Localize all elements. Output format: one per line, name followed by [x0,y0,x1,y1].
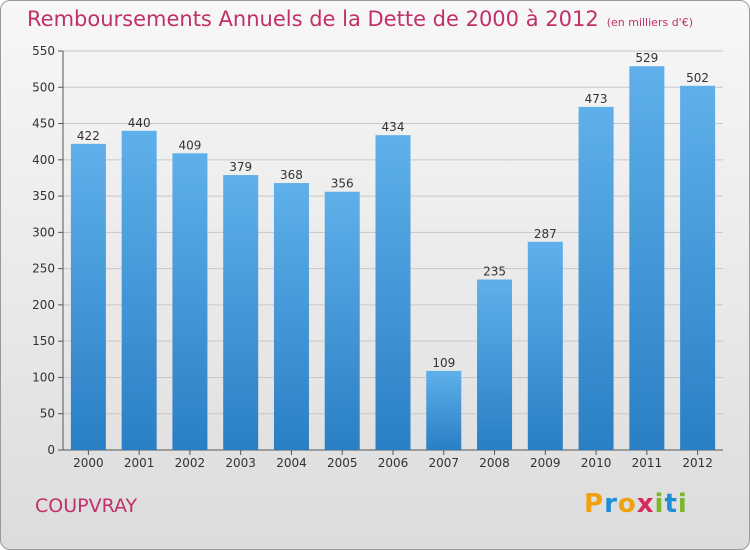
x-tick-label: 2003 [225,456,256,470]
bar [324,191,360,451]
x-tick-label: 2008 [479,456,510,470]
bar [273,183,309,451]
x-tick-label: 2012 [682,456,713,470]
y-tick-label: 450 [32,117,55,131]
bar [375,135,411,451]
data-label: 356 [331,177,354,191]
data-label: 473 [585,92,608,106]
y-tick-label: 550 [32,44,55,58]
bar [629,66,665,450]
data-label: 409 [178,138,201,152]
bar [680,85,716,451]
bar [121,130,157,451]
y-tick-label: 200 [32,298,55,312]
y-tick-label: 400 [32,153,55,167]
y-tick-label: 250 [32,262,55,276]
y-tick-label: 300 [32,225,55,239]
bar [527,241,563,450]
bar [477,279,513,450]
data-label: 379 [229,160,252,174]
y-tick-label: 350 [32,189,55,203]
chart-title: Remboursements Annuels de la Dette de 20… [27,7,693,31]
x-tick-label: 2002 [175,456,206,470]
bar [172,153,208,450]
bar-layer [70,66,716,451]
data-label: 440 [128,116,151,130]
data-label: 529 [635,51,658,65]
x-tick-label: 2006 [378,456,409,470]
x-tick-label: 2009 [530,456,561,470]
x-tick-label: 2001 [124,456,155,470]
x-tick-label: 2010 [581,456,612,470]
bar [426,370,462,450]
data-label: 235 [483,265,506,279]
chart-title-text: Remboursements Annuels de la Dette de 20… [27,7,599,31]
bar [578,106,614,451]
y-tick-label: 500 [32,80,55,94]
data-label: 287 [534,227,557,241]
label-layer: 422 2000 440 2001 409 2002 379 2003 368 2004 356 20… [73,51,713,470]
commune-name: COUPVRAY [35,495,138,517]
x-tick-label: 2004 [276,456,307,470]
data-label: 422 [77,129,100,143]
data-label: 502 [686,71,709,85]
chart-subtitle: (en milliers d'€) [606,16,693,29]
data-label: 434 [382,120,405,134]
x-tick-label: 2011 [632,456,663,470]
y-tick-label: 50 [40,407,55,421]
bar [70,143,106,450]
axis-layer: 0 50 100 150 200 250 300 350 400 450 500 550 [32,44,723,457]
y-tick-label: 150 [32,334,55,348]
y-tick-label: 0 [47,443,55,457]
proxiti-logo: Proxiti [584,489,688,519]
data-label: 368 [280,168,303,182]
bar [223,175,259,450]
x-tick-label: 2007 [428,456,459,470]
data-label: 109 [432,356,455,370]
x-tick-label: 2005 [327,456,358,470]
x-tick-label: 2000 [73,456,104,470]
y-tick-label: 100 [32,370,55,384]
